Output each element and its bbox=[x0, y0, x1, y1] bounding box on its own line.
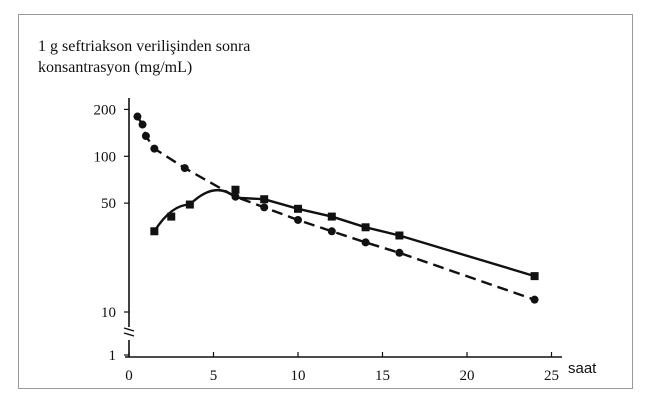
x-tick-label: 0 bbox=[125, 368, 133, 384]
series-2-line bbox=[153, 189, 535, 278]
x-tick-label: 25 bbox=[544, 368, 559, 384]
series-2 bbox=[150, 185, 539, 281]
series-1-point bbox=[395, 248, 404, 257]
x-tick-label: 20 bbox=[460, 368, 475, 384]
series-1-point bbox=[294, 215, 302, 224]
series-1-point bbox=[180, 164, 189, 173]
series-1-point bbox=[150, 144, 159, 153]
series-2-point bbox=[361, 223, 370, 232]
y-axis-ticks: 1 10 50 100 200 bbox=[94, 102, 129, 364]
series-2-point bbox=[395, 231, 404, 240]
series-2-point bbox=[150, 227, 159, 236]
series-2-point bbox=[294, 204, 302, 213]
figure-frame bbox=[18, 14, 633, 389]
series-group bbox=[133, 112, 539, 304]
axes bbox=[123, 98, 562, 358]
series-1-point bbox=[530, 295, 539, 304]
y-tick-label: 1 bbox=[109, 348, 117, 364]
x-tick-label: 5 bbox=[210, 368, 218, 384]
series-2-point bbox=[231, 185, 240, 194]
series-1-line bbox=[136, 115, 535, 301]
y-axis-break-mark bbox=[123, 327, 135, 337]
chart-title-line-2: konsantrasyon (mg/mL) bbox=[38, 59, 193, 76]
series-2-point bbox=[260, 195, 269, 204]
chart-title-line-1: 1 g seftriakson verilişinden sonra bbox=[38, 38, 251, 55]
series-1-point bbox=[327, 227, 336, 236]
series-2-point bbox=[167, 212, 176, 221]
series-1 bbox=[133, 112, 539, 304]
x-axis-label: saat bbox=[568, 360, 597, 377]
series-2-point bbox=[327, 212, 336, 221]
x-tick-label: 15 bbox=[375, 368, 390, 384]
y-tick-label: 200 bbox=[94, 102, 117, 118]
series-1-point bbox=[141, 132, 150, 141]
series-1-point bbox=[361, 238, 370, 247]
x-tick-label: 10 bbox=[291, 368, 306, 384]
y-tick-label: 100 bbox=[94, 149, 117, 165]
series-1-point bbox=[133, 112, 142, 121]
series-1-point bbox=[138, 120, 147, 129]
y-tick-label: 10 bbox=[101, 305, 116, 321]
series-2-point bbox=[185, 200, 194, 209]
y-tick-label: 50 bbox=[101, 196, 116, 212]
series-1-point bbox=[260, 203, 269, 212]
series-2-point bbox=[530, 272, 539, 281]
